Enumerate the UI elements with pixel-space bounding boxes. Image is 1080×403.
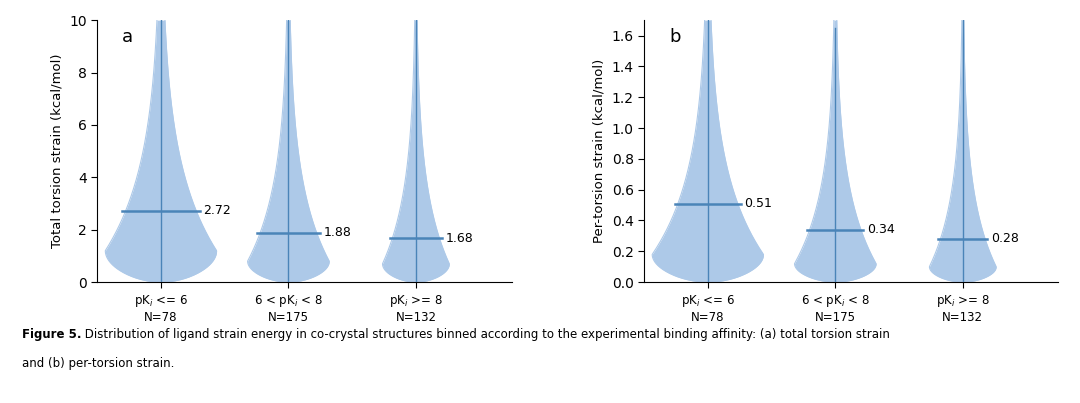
Text: 1.68: 1.68: [446, 232, 473, 245]
Text: Figure 5.: Figure 5.: [22, 328, 81, 341]
Y-axis label: Total torsion strain (kcal/mol): Total torsion strain (kcal/mol): [51, 54, 64, 248]
Text: 1.88: 1.88: [323, 226, 351, 239]
Y-axis label: Per-torsion strain (kcal/mol): Per-torsion strain (kcal/mol): [593, 59, 606, 243]
Text: Distribution of ligand strain energy in co-crystal structures binned according t: Distribution of ligand strain energy in …: [81, 328, 890, 341]
Text: 2.72: 2.72: [203, 204, 231, 217]
Text: 0.51: 0.51: [744, 197, 772, 210]
Text: 0.28: 0.28: [991, 233, 1020, 245]
Text: b: b: [669, 28, 680, 46]
Text: a: a: [122, 28, 133, 46]
Text: 0.34: 0.34: [867, 223, 895, 236]
Text: and (b) per-torsion strain.: and (b) per-torsion strain.: [22, 357, 174, 370]
